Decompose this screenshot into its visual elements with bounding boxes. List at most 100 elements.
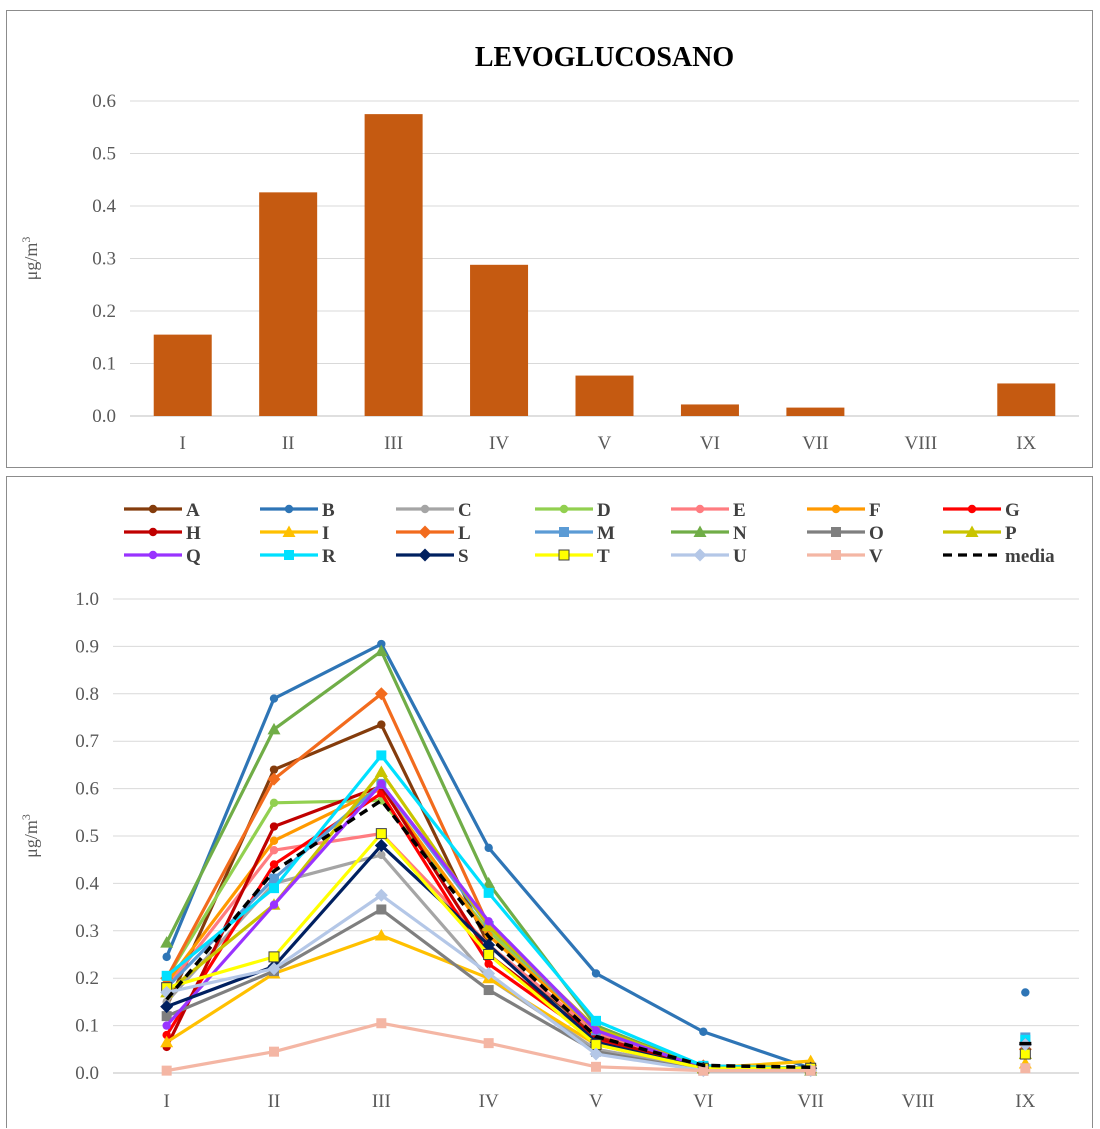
legend-item: G	[943, 500, 1020, 521]
bar	[997, 383, 1056, 416]
y-tick-label: 1.0	[75, 589, 99, 610]
data-point	[161, 1011, 172, 1022]
y-tick-label: 0.6	[92, 91, 116, 112]
y-tick-label: 0.5	[92, 144, 116, 165]
legend-marker	[559, 527, 569, 537]
legend-label: M	[597, 523, 615, 544]
data-point	[377, 779, 386, 789]
data-point	[375, 828, 387, 840]
legend-marker	[967, 504, 977, 514]
x-tick-label: VI	[693, 1091, 713, 1112]
data-point	[591, 1026, 601, 1035]
data-point	[374, 929, 388, 941]
data-point	[267, 962, 281, 976]
data-point	[377, 720, 386, 729]
data-point	[269, 694, 279, 703]
data-point	[374, 888, 388, 902]
data-point	[374, 765, 388, 778]
data-point	[269, 836, 279, 845]
data-point	[1021, 988, 1030, 997]
legend-item: I	[260, 523, 329, 544]
x-tick-label: II	[268, 1091, 281, 1112]
legend-item: A	[124, 500, 200, 521]
x-tick-label: VIII	[902, 1091, 935, 1112]
data-point	[482, 876, 496, 889]
series-B	[162, 639, 1030, 1073]
series-V	[161, 1018, 1031, 1076]
series-line	[165, 798, 811, 1070]
data-point	[161, 970, 172, 981]
x-tick-label: V	[589, 1091, 603, 1112]
series-R	[161, 750, 1031, 1074]
legend-item: N	[671, 523, 747, 544]
x-tick-label: VII	[797, 1091, 823, 1112]
y-axis-label: μg/m3	[19, 237, 41, 281]
legend-item: media	[943, 546, 1055, 567]
x-tick-label: I	[164, 1091, 170, 1112]
data-point	[376, 904, 387, 915]
legend-item: M	[535, 523, 615, 544]
bar	[470, 264, 529, 416]
bar	[575, 375, 634, 416]
legend-label: media	[1005, 546, 1055, 567]
data-point	[162, 952, 171, 962]
data-point	[269, 883, 279, 894]
legend-marker	[418, 525, 432, 539]
data-point	[591, 1061, 601, 1072]
legend-item: H	[124, 523, 201, 544]
legend-marker	[965, 525, 979, 537]
legend-label: F	[869, 500, 881, 521]
x-tick-label: VIII	[904, 433, 937, 454]
data-point	[376, 750, 387, 761]
legend-label: H	[186, 523, 201, 544]
x-tick-label: IV	[489, 433, 509, 454]
y-tick-label: 0.6	[75, 779, 99, 800]
data-point	[269, 860, 279, 869]
y-tick-label: 0.1	[75, 1016, 99, 1037]
data-point	[484, 843, 493, 853]
data-point	[1020, 1063, 1031, 1074]
data-point	[160, 1035, 174, 1048]
legend-marker	[559, 504, 569, 514]
data-point	[160, 936, 174, 948]
data-point	[482, 966, 496, 980]
x-tick-label: VII	[802, 433, 828, 454]
y-tick-label: 0.3	[92, 249, 116, 270]
legend-marker	[418, 548, 432, 562]
legend-label: C	[458, 500, 472, 521]
y-tick-label: 0.5	[75, 826, 99, 847]
data-point	[699, 1027, 708, 1036]
bar-chart-panel: LEVOGLUCOSANO 0.0 0.1 0.2 0.3 0.4 0.5 0.6 I II III…	[6, 10, 1093, 468]
x-tick-label: I	[180, 433, 186, 454]
legend-label: R	[322, 546, 336, 567]
legend-marker	[284, 504, 294, 514]
data-point	[484, 917, 493, 926]
legend-marker	[558, 549, 570, 561]
data-point	[698, 1065, 709, 1076]
y-tick-label: 0.0	[75, 1063, 99, 1084]
y-tick-label: 0.9	[75, 636, 99, 657]
legend-item: O	[807, 523, 884, 544]
line-chart: 0.00.10.20.30.40.50.60.70.80.91.0I II III I…	[19, 500, 1079, 1112]
data-point	[483, 949, 495, 960]
legend-item: D	[535, 500, 611, 521]
x-tick-label: III	[372, 1091, 391, 1112]
data-point	[269, 798, 279, 808]
legend-marker	[693, 548, 707, 562]
x-tick-label: V	[598, 433, 612, 454]
data-point	[377, 850, 386, 860]
legend-marker	[282, 525, 296, 537]
y-tick-label: 0.8	[75, 684, 99, 705]
data-point	[161, 1065, 172, 1076]
legend-label: G	[1005, 500, 1020, 521]
legend-item: T	[535, 546, 610, 567]
legend-label: P	[1005, 523, 1017, 544]
line-chart-panel: 0.0 0.1 0.2 0.3 0.4 0.5 0.6 0.7 0.8 0.9 1.0 I II III I…	[6, 476, 1093, 1128]
y-tick-label: 0.2	[92, 301, 116, 322]
legend-marker	[831, 527, 841, 537]
legend-marker	[420, 504, 430, 514]
legend-label: O	[869, 523, 884, 544]
bar	[680, 404, 739, 416]
data-point	[374, 644, 388, 657]
